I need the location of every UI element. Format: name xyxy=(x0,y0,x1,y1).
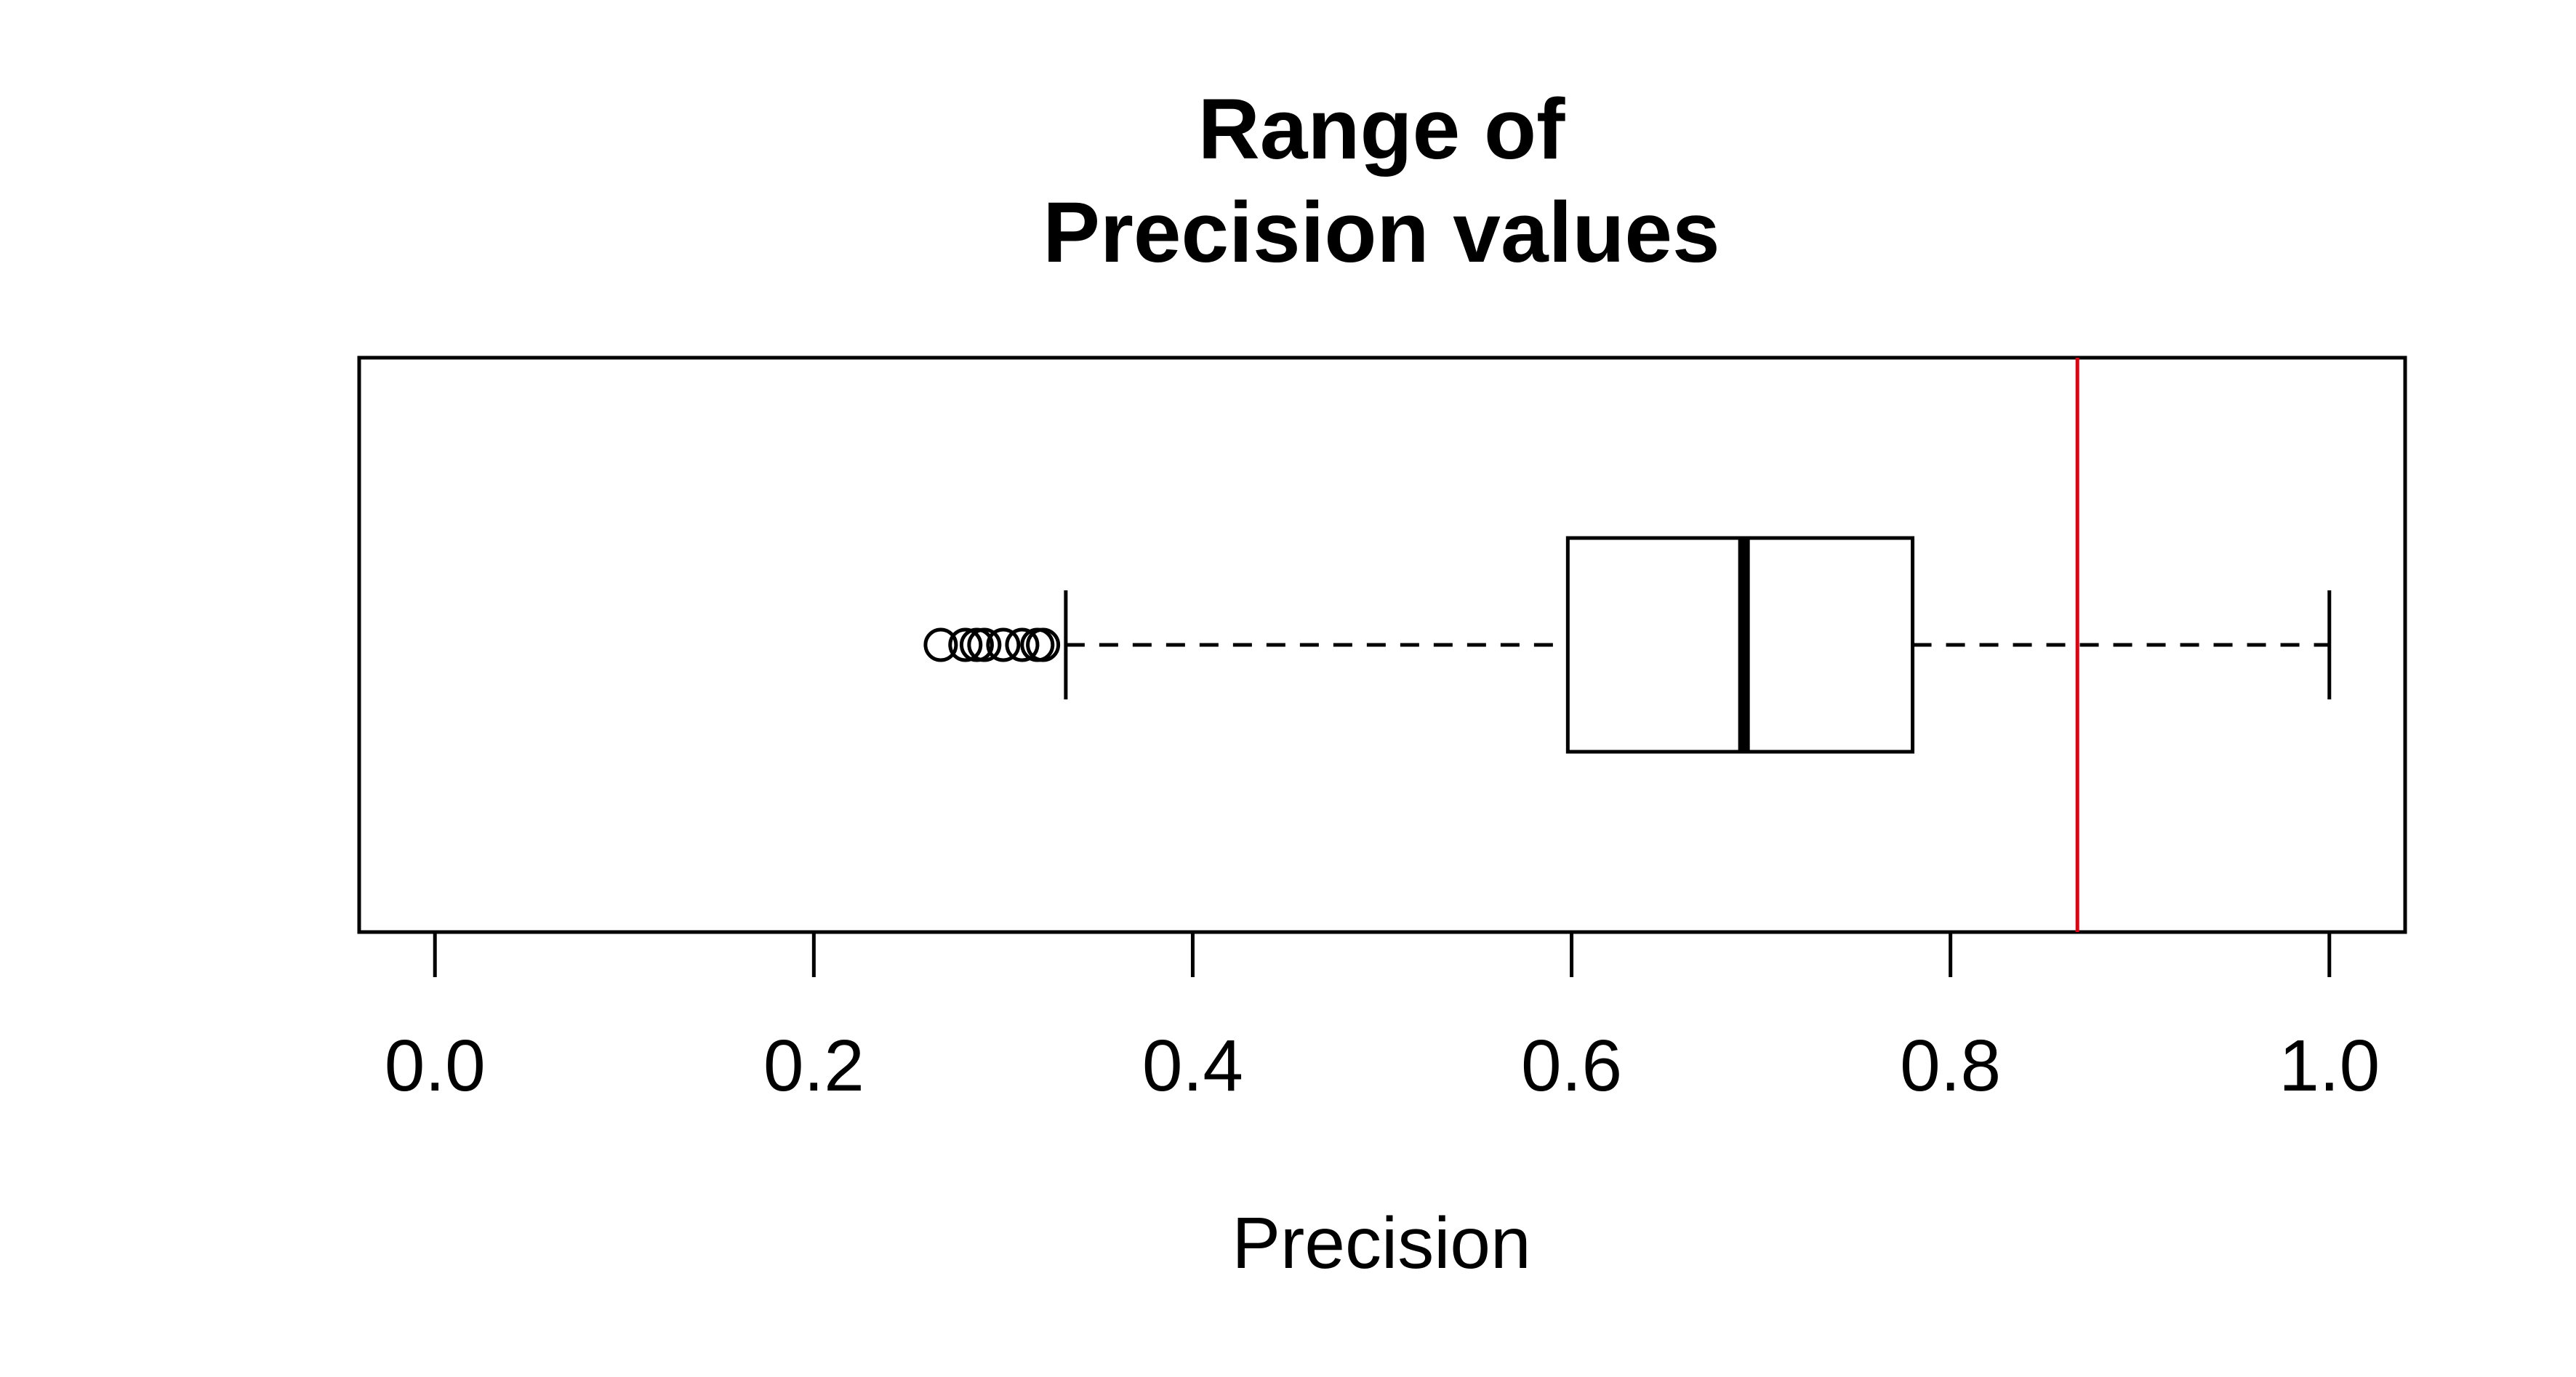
x-tick-label: 1.0 xyxy=(2279,1025,2380,1107)
outlier-point xyxy=(923,627,958,662)
x-axis-label: Precision xyxy=(1232,1203,1530,1284)
outlier-point xyxy=(948,627,983,662)
outlier-point xyxy=(967,627,1002,662)
outlier-point xyxy=(986,627,1021,662)
x-tick-label: 0.0 xyxy=(385,1025,486,1107)
x-tick-label: 0.4 xyxy=(1142,1025,1243,1107)
boxplot xyxy=(923,358,2332,932)
outlier-point xyxy=(1026,627,1061,662)
chart-title-line-1: Range of xyxy=(1198,81,1565,177)
plot-frame xyxy=(357,356,2407,934)
chart-title-line-2: Precision values xyxy=(1043,185,1720,281)
x-tick-label: 0.6 xyxy=(1521,1025,1622,1107)
x-tick-label: 0.2 xyxy=(763,1025,864,1107)
x-tick-label: 0.8 xyxy=(1900,1025,2001,1107)
x-axis: 0.0 0.2 0.4 0.6 0.8 1.0 xyxy=(385,932,2380,1107)
outlier-point xyxy=(1005,627,1040,662)
